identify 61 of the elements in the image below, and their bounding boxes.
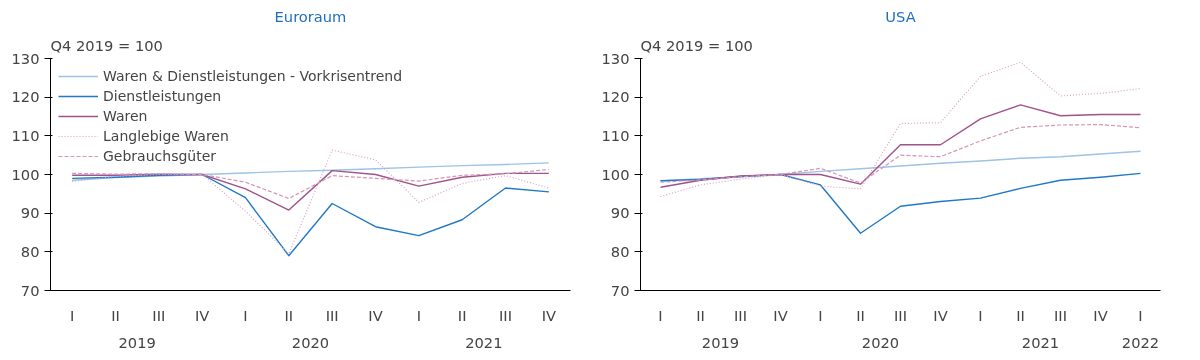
x-tick-label: II [457, 306, 467, 324]
x-tick-label: IV [541, 306, 557, 324]
x-tick-label: IV [773, 306, 788, 324]
text: 2019 [701, 333, 740, 351]
y-tick-label: 70 [20, 281, 40, 299]
x-tick-label: II [696, 306, 705, 324]
line-series [71, 149, 550, 255]
x-tick-label: I [658, 306, 663, 324]
x-tick-label: IV [1093, 306, 1108, 324]
x-tick-label: I [416, 306, 421, 324]
line-series [659, 61, 1142, 198]
text: 2021 [465, 333, 503, 351]
y-axis-title: Q4 2019 = 100 [640, 36, 753, 54]
x-tick-label: IV [933, 306, 948, 324]
x-tick-label: III [325, 306, 339, 324]
x-tick-label: I [243, 306, 248, 324]
y-tick-label: 130 [11, 49, 40, 67]
legend-label: Gebrauchsgüter [103, 148, 217, 164]
x-tick-label: II [856, 306, 865, 324]
y-tick-label: 120 [11, 88, 40, 106]
y-tick-label: 120 [601, 88, 630, 106]
y-tick-label: 70 [610, 281, 630, 299]
chart-title: USA [885, 7, 916, 25]
x-tick-label: IV [368, 306, 383, 324]
x-tick-label: III [499, 306, 512, 324]
y-tick-label: 90 [610, 204, 630, 222]
line-series [71, 162, 550, 181]
y-tick-label: 80 [610, 242, 630, 260]
y-axis-title: Q4 2019 = 100 [50, 36, 163, 54]
legend-label: Waren & Dienstleistungen - Vorkrisentrend [103, 68, 403, 84]
legend-label: Waren [103, 108, 148, 124]
y-tick-label: 100 [601, 165, 630, 183]
x-tick-label: II [284, 306, 294, 324]
x-tick-label: III [152, 306, 166, 324]
chart-title: Euroraum [274, 7, 347, 25]
legend-label: Langlebige Waren [103, 128, 229, 144]
line-series [71, 173, 550, 257]
x-tick-label: III [734, 306, 747, 324]
y-tick-label: 90 [20, 204, 40, 222]
y-tick-label: 130 [601, 49, 630, 67]
y-tick-label: 80 [20, 242, 40, 260]
line-series [71, 169, 550, 211]
x-tick-label: II [111, 306, 120, 324]
text: 2021 [1021, 333, 1060, 351]
x-tick-label: III [894, 306, 907, 324]
line-series [659, 104, 1142, 188]
text: 2022 [1121, 333, 1160, 351]
x-tick-label: II [1016, 306, 1025, 324]
y-tick-label: 100 [11, 165, 40, 183]
text: 2020 [291, 333, 330, 351]
text: 2019 [118, 333, 156, 351]
x-tick-label: I [818, 306, 823, 324]
x-tick-label: IV [194, 306, 210, 324]
text: 2020 [861, 333, 900, 351]
x-tick-label: I [1138, 306, 1143, 324]
x-tick-label: I [70, 306, 75, 324]
y-tick-label: 110 [601, 126, 630, 144]
legend-label: Dienstleistungen [103, 88, 222, 104]
x-tick-label: I [978, 306, 983, 324]
y-tick-label: 110 [11, 126, 40, 144]
x-tick-label: III [1054, 306, 1067, 324]
